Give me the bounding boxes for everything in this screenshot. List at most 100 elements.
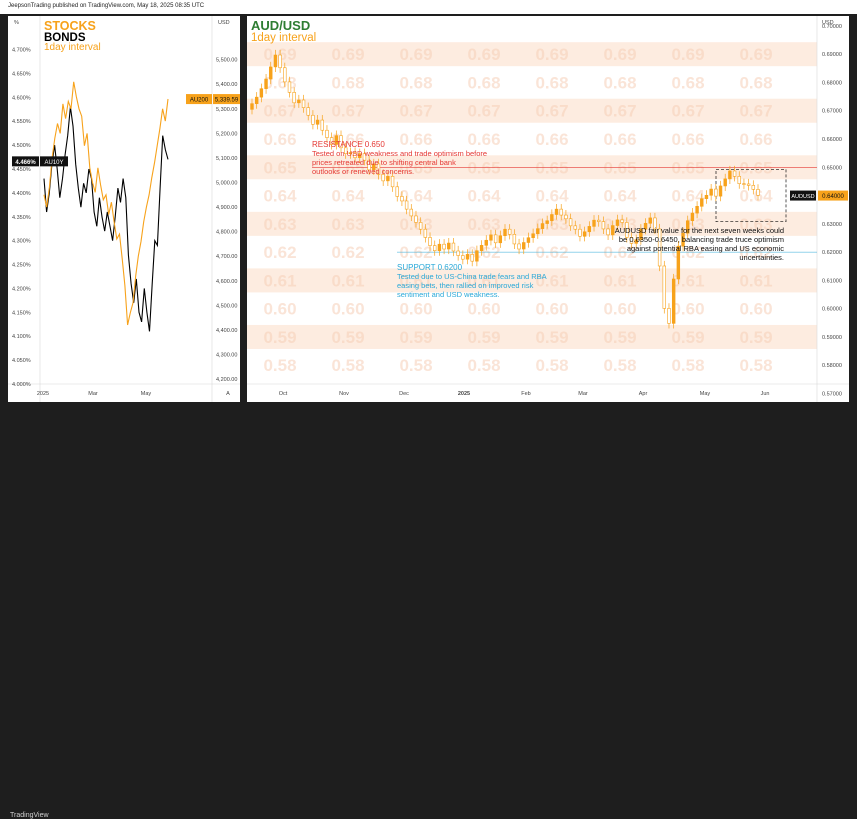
left-percent-tick: 4.550% bbox=[12, 119, 31, 125]
audusd-price-badge bbox=[818, 190, 848, 201]
watermark-number: 0.58 bbox=[535, 356, 568, 375]
charts-canvas[interactable]: % USD STOCKS BONDS 1day interval 4.700%4… bbox=[0, 0, 857, 422]
watermark-number: 0.61 bbox=[399, 271, 432, 290]
left-percent-tick: 4.450% bbox=[12, 167, 31, 173]
candle-body bbox=[746, 183, 751, 186]
watermark-number: 0.67 bbox=[263, 102, 296, 121]
watermark-number: 0.69 bbox=[399, 45, 432, 64]
watermark-number: 0.67 bbox=[739, 102, 772, 121]
candle-body bbox=[611, 225, 615, 236]
watermark-number: 0.60 bbox=[331, 300, 364, 319]
audusd-time-tick: Apr bbox=[639, 391, 648, 397]
candle-body bbox=[437, 243, 442, 252]
watermark-number: 0.59 bbox=[603, 328, 636, 347]
watermark-number: 0.67 bbox=[399, 102, 432, 121]
watermark-number: 0.65 bbox=[331, 158, 364, 177]
candle-body bbox=[465, 254, 470, 260]
candle-body bbox=[507, 228, 512, 235]
candle-body bbox=[512, 234, 517, 245]
audusd-price-tick: 0.69000 bbox=[822, 52, 842, 58]
candle-body bbox=[428, 237, 432, 246]
watermark-number: 0.67 bbox=[467, 102, 500, 121]
candle-body bbox=[409, 208, 414, 217]
audusd-price-tick: 0.62000 bbox=[822, 250, 842, 256]
candle-body bbox=[484, 239, 488, 246]
watermark-number: 0.69 bbox=[331, 45, 364, 64]
candle-body bbox=[334, 135, 339, 145]
candle-body bbox=[489, 234, 493, 241]
audusd-price-tick: 0.66000 bbox=[822, 137, 842, 143]
audusd-price-tick: 0.70000 bbox=[822, 24, 842, 30]
audusd-time-tick: Jun bbox=[761, 391, 770, 397]
left-usd-tick: 4,700.00 bbox=[216, 254, 237, 260]
footer-bar: TradingView bbox=[0, 404, 857, 819]
candle-body bbox=[728, 170, 732, 180]
left-percent-tick: 4.200% bbox=[12, 286, 31, 292]
left-usd-tick: 5,400.00 bbox=[216, 82, 237, 88]
watermark-number: 0.64 bbox=[467, 187, 501, 206]
watermark-number: 0.60 bbox=[535, 300, 568, 319]
audusd-time-tick: Oct bbox=[279, 391, 288, 397]
audusd-price-tick: 0.65000 bbox=[822, 165, 842, 171]
candle-body bbox=[601, 221, 606, 230]
left-usd-tick: 4,500.00 bbox=[216, 303, 237, 309]
left-percent-tick: 4.700% bbox=[12, 48, 31, 54]
forecast-range-box[interactable] bbox=[715, 169, 787, 223]
candle-body bbox=[671, 278, 676, 324]
left-usd-tick: 4,600.00 bbox=[216, 279, 237, 285]
candle-body bbox=[620, 219, 624, 223]
candle-body bbox=[657, 228, 662, 267]
stocks-bonds-chart[interactable]: % USD STOCKS BONDS 1day interval 4.700%4… bbox=[8, 16, 240, 402]
candle-body bbox=[250, 103, 254, 110]
support-resistance-lines bbox=[312, 166, 817, 253]
left-value-badges: 4.466% AU10Y AU200 5,339.59 bbox=[12, 94, 240, 167]
left-percent-tick: 4.650% bbox=[12, 71, 31, 77]
candle-body bbox=[629, 237, 634, 244]
watermark-number: 0.68 bbox=[535, 73, 568, 92]
audusd-last-price-badge: AUDUSD 0.64000 bbox=[790, 190, 848, 201]
watermark-number: 0.58 bbox=[263, 356, 296, 375]
forecast-box[interactable] bbox=[715, 169, 787, 223]
left-percent-ticks: 4.700% 4.650% 4.600% 4.550% 4.500% 4.450% 4.40… bbox=[12, 48, 31, 388]
audusd-time-tick: Dec bbox=[399, 391, 409, 397]
watermark-band bbox=[247, 42, 817, 67]
left-usd-tick: 4,300.00 bbox=[216, 353, 237, 359]
candle-body bbox=[536, 228, 540, 235]
left-interval-label: 1day interval bbox=[44, 42, 101, 53]
left-usd-tick: 4,400.00 bbox=[216, 328, 237, 334]
left-time-tick: May bbox=[141, 391, 152, 397]
candle-body bbox=[339, 135, 343, 149]
audusd-price-value: 0.64000 bbox=[822, 194, 844, 200]
candle-body bbox=[414, 215, 418, 223]
candle-body bbox=[264, 78, 268, 89]
watermark-number: 0.58 bbox=[671, 356, 704, 375]
resistance-note: Tested on USD weakness and trade optimis… bbox=[312, 149, 487, 176]
watermark-number: 0.62 bbox=[399, 243, 432, 262]
candle-body bbox=[343, 147, 348, 155]
watermark-number: 0.61 bbox=[535, 271, 568, 290]
audusd-chart[interactable]: 0.69 0.69 0.69 0.69 0.69 0.69 0.69 0.690.68 0.68… bbox=[247, 16, 849, 402]
left-percent-tick: 4.100% bbox=[12, 334, 31, 340]
audusd-price-tick: 0.63000 bbox=[822, 222, 842, 228]
candle-body bbox=[287, 81, 292, 93]
left-usd-tick: 4,900.00 bbox=[216, 205, 237, 211]
left-time-tick: 2025 bbox=[37, 391, 49, 397]
left-time-tick: A bbox=[226, 391, 230, 397]
audusd-price-tick: 0.57000 bbox=[822, 392, 842, 398]
watermark-number: 0.60 bbox=[399, 300, 432, 319]
candle-body bbox=[376, 163, 381, 175]
candle-body bbox=[433, 245, 437, 252]
candle-body bbox=[451, 242, 456, 252]
audusd-price-tick: 0.67000 bbox=[822, 109, 842, 115]
watermark-number: 0.65 bbox=[399, 158, 432, 177]
candle-body bbox=[498, 235, 503, 244]
watermark-number: 0.62 bbox=[263, 243, 296, 262]
candle-body bbox=[639, 228, 643, 240]
support-note: Tested due to US-China trade fears and R… bbox=[397, 272, 547, 299]
candle-body bbox=[690, 212, 695, 222]
au10y-name-badge bbox=[40, 156, 68, 167]
candle-body bbox=[390, 176, 395, 188]
candle-body bbox=[320, 119, 324, 131]
left-percent-tick: 4.300% bbox=[12, 239, 31, 245]
